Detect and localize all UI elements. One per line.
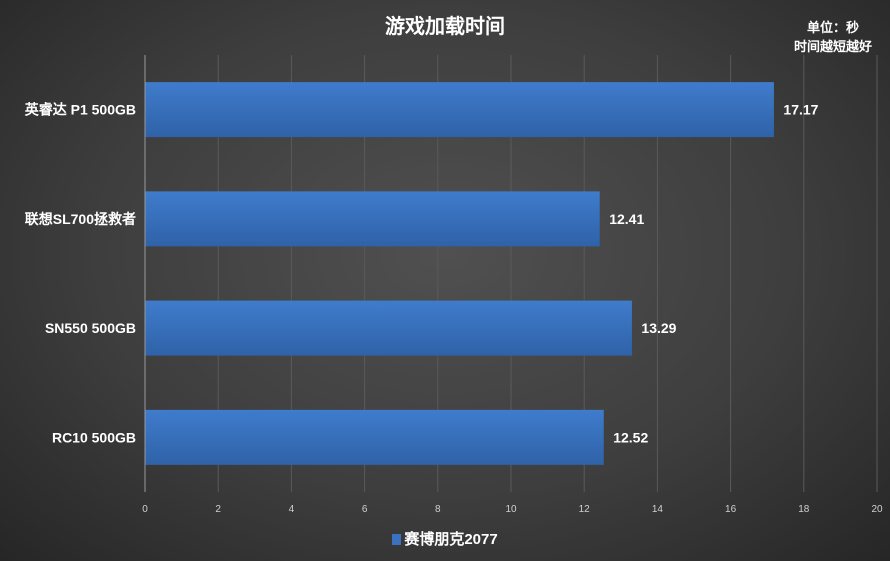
x-tick-label: 8 [435, 504, 441, 515]
x-tick-label: 2 [215, 504, 221, 515]
category-label: SN550 500GB [45, 320, 136, 336]
unit-label: 单位：秒 [806, 20, 859, 35]
category-label: 联想SL700拯救者 [25, 211, 136, 227]
category-label: RC10 500GB [52, 429, 136, 445]
hint-label: 时间越短越好 [793, 39, 872, 54]
bar [145, 82, 774, 138]
x-tick-label: 16 [725, 504, 737, 515]
unit-note: 单位：秒 时间越短越好 [794, 18, 872, 56]
x-tick-label: 12 [579, 504, 591, 515]
data-label: 17.17 [783, 102, 818, 118]
legend-swatch [392, 534, 402, 545]
x-tick-label: 14 [652, 504, 664, 515]
x-tick-label: 18 [798, 504, 810, 515]
data-label: 12.41 [609, 211, 644, 227]
x-tick-label: 10 [505, 504, 517, 515]
data-label: 13.29 [641, 320, 676, 336]
bar [145, 409, 604, 465]
bar [145, 300, 632, 356]
legend: 赛博朋克2077 [0, 528, 890, 549]
x-tick-label: 4 [289, 504, 295, 515]
data-label: 12.52 [613, 429, 648, 445]
bar [145, 191, 600, 247]
legend-label: 赛博朋克2077 [404, 531, 498, 548]
x-tick-label: 6 [362, 504, 368, 515]
x-tick-label: 0 [142, 504, 148, 515]
category-label: 英睿达 P1 500GB [24, 102, 136, 118]
x-tick-label: 20 [871, 504, 883, 515]
chart-title: 游戏加载时间 [385, 16, 505, 38]
